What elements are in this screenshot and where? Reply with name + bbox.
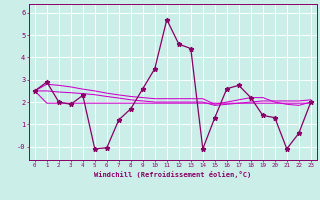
X-axis label: Windchill (Refroidissement éolien,°C): Windchill (Refroidissement éolien,°C) [94,171,252,178]
